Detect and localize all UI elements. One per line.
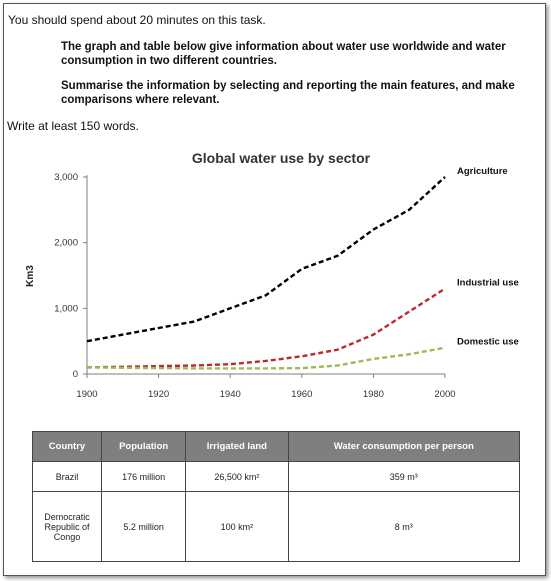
header-population: Population — [100, 431, 187, 462]
table-row: Democratic Republic of Congo 5.2 million… — [32, 491, 520, 562]
industrial-use-series-label: Industrial use — [457, 278, 519, 289]
table-header-row: Country Population Irrigated land Water … — [32, 431, 520, 462]
x-tick-label: 1960 — [291, 389, 312, 400]
cell-water-consumption: 8 m³ — [287, 491, 520, 562]
cell-water-consumption: 359 m³ — [287, 461, 520, 492]
y-tick-label: 0 — [73, 369, 78, 380]
x-tick-label: 1980 — [363, 389, 384, 400]
time-instruction: You should spend about 20 minutes on thi… — [8, 13, 266, 27]
header-irrigated-land: Irrigated land — [185, 431, 289, 462]
cell-population: 5.2 million — [100, 491, 187, 562]
cell-population: 176 million — [100, 461, 187, 492]
x-tick-label: 1940 — [220, 389, 241, 400]
y-tick-label: 2,000 — [54, 238, 78, 249]
header-country: Country — [32, 431, 102, 462]
x-tick-label: 2000 — [434, 389, 455, 400]
cell-irrigated-land: 26,500 km² — [185, 461, 289, 492]
water-use-chart: Global water use by sector Km3 0 1,000 2,000… — [25, 150, 519, 400]
task-description: The graph and table below give informati… — [61, 41, 506, 67]
domestic-use-series-line — [86, 346, 446, 370]
cell-country: Brazil — [32, 461, 102, 492]
y-tick-label: 3,000 — [54, 172, 78, 183]
chart-title: Global water use by sector — [192, 150, 371, 166]
cell-country: Democratic Republic of Congo — [32, 491, 102, 562]
x-tick-label: 1920 — [148, 389, 169, 400]
domestic-use-series-label: Domestic use — [457, 337, 519, 348]
y-tick-label: 1,000 — [54, 303, 78, 314]
task-summary-instruction: Summarise the information by selecting a… — [61, 80, 515, 106]
table-row: Brazil 176 million 26,500 km² 359 m³ — [32, 461, 520, 492]
agriculture-series-line — [86, 176, 446, 343]
y-axis-label: Km3 — [25, 265, 36, 287]
task-frame: You should spend about 20 minutes on thi… — [3, 3, 546, 576]
industrial-use-series-line — [86, 287, 446, 369]
cell-irrigated-land: 100 km² — [185, 491, 289, 562]
header-water-consumption: Water consumption per person — [287, 431, 520, 462]
agriculture-series-label: Agriculture — [457, 166, 508, 177]
word-count-instruction: Write at least 150 words. — [7, 119, 139, 133]
water-consumption-table: Country Population Irrigated land Water … — [32, 431, 520, 562]
x-tick-label: 1900 — [76, 389, 97, 400]
